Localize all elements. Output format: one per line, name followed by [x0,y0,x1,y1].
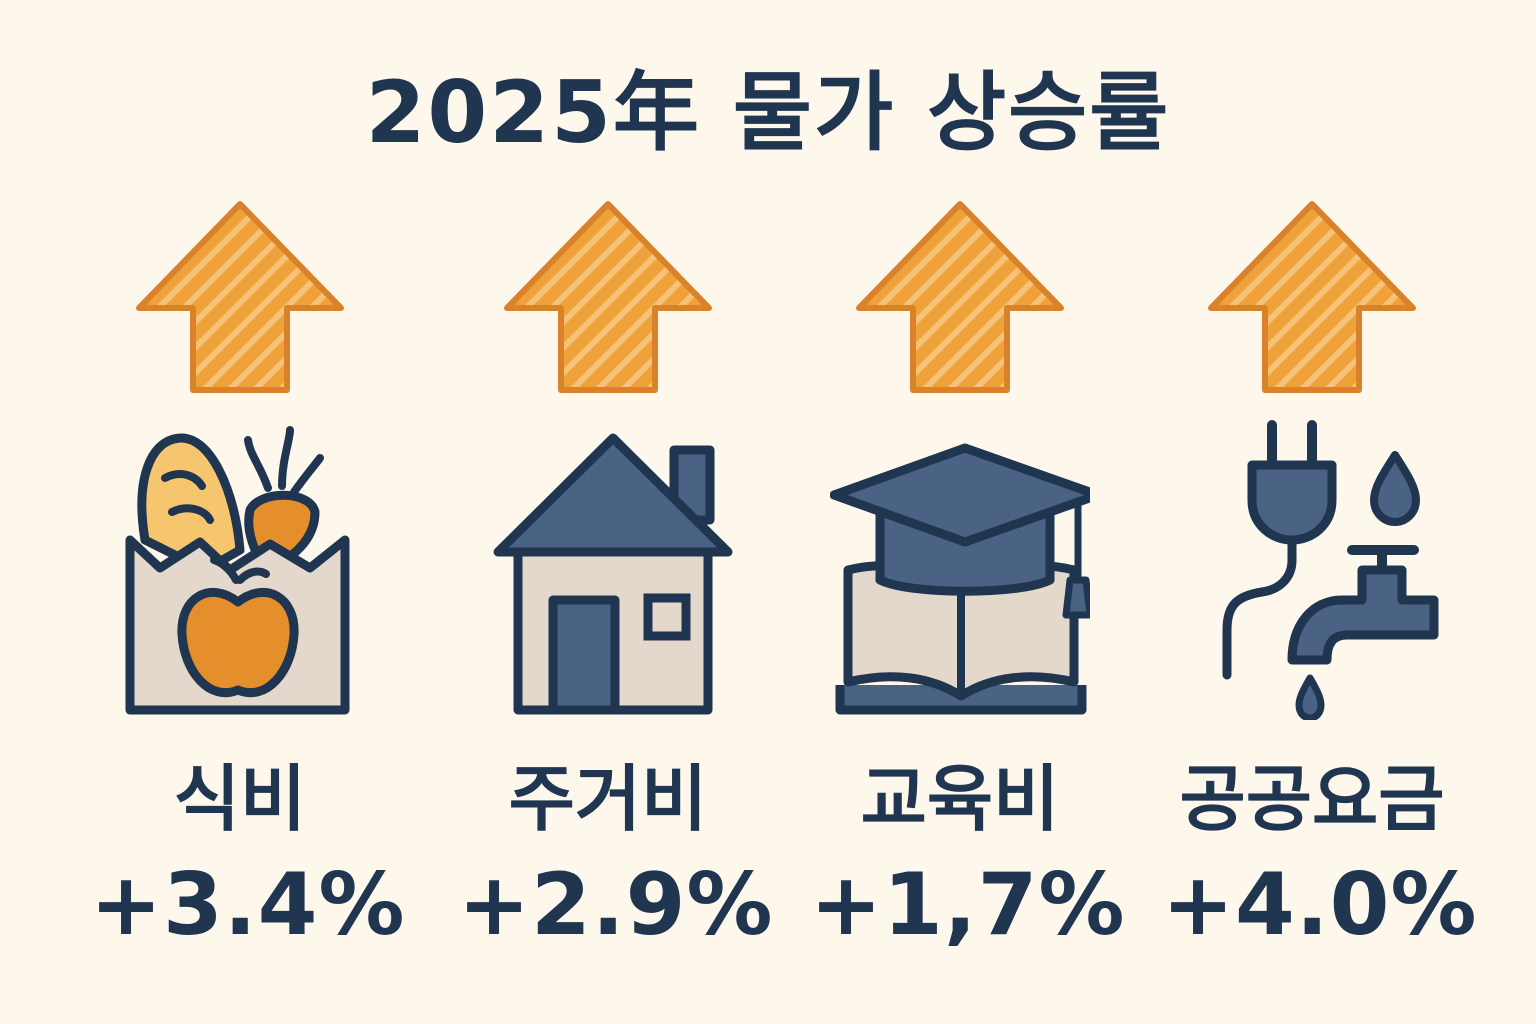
category-food: 식비 +3.4% [90,190,406,990]
category-housing: 주거비 +2.9% [458,190,774,990]
inflation-value: +3.4% [90,855,406,955]
category-label: 주거비 [508,757,708,841]
category-label: 공공요금 [1179,757,1445,841]
inflation-value: +2.9% [458,855,774,955]
category-utilities: 공공요금 +4.0% [1162,190,1478,990]
page-title: 2025年 물가 상승률 [365,63,1171,163]
category-label: 교육비 [860,757,1060,841]
category-label: 식비 [173,757,307,841]
inflation-value: +1,7% [810,855,1126,955]
up-arrow-icon [504,201,712,393]
up-arrow-icon [136,201,344,393]
up-arrow-icon [856,201,1064,393]
up-arrow-icon [1208,201,1416,393]
plug-and-faucet-icon [1222,420,1439,720]
grocery-bag-icon [125,426,350,715]
graduation-cap-book-icon [830,443,1090,715]
house-icon [493,433,733,715]
category-education: 교육비 +1,7% [810,190,1126,990]
inflation-value: +4.0% [1162,855,1478,955]
